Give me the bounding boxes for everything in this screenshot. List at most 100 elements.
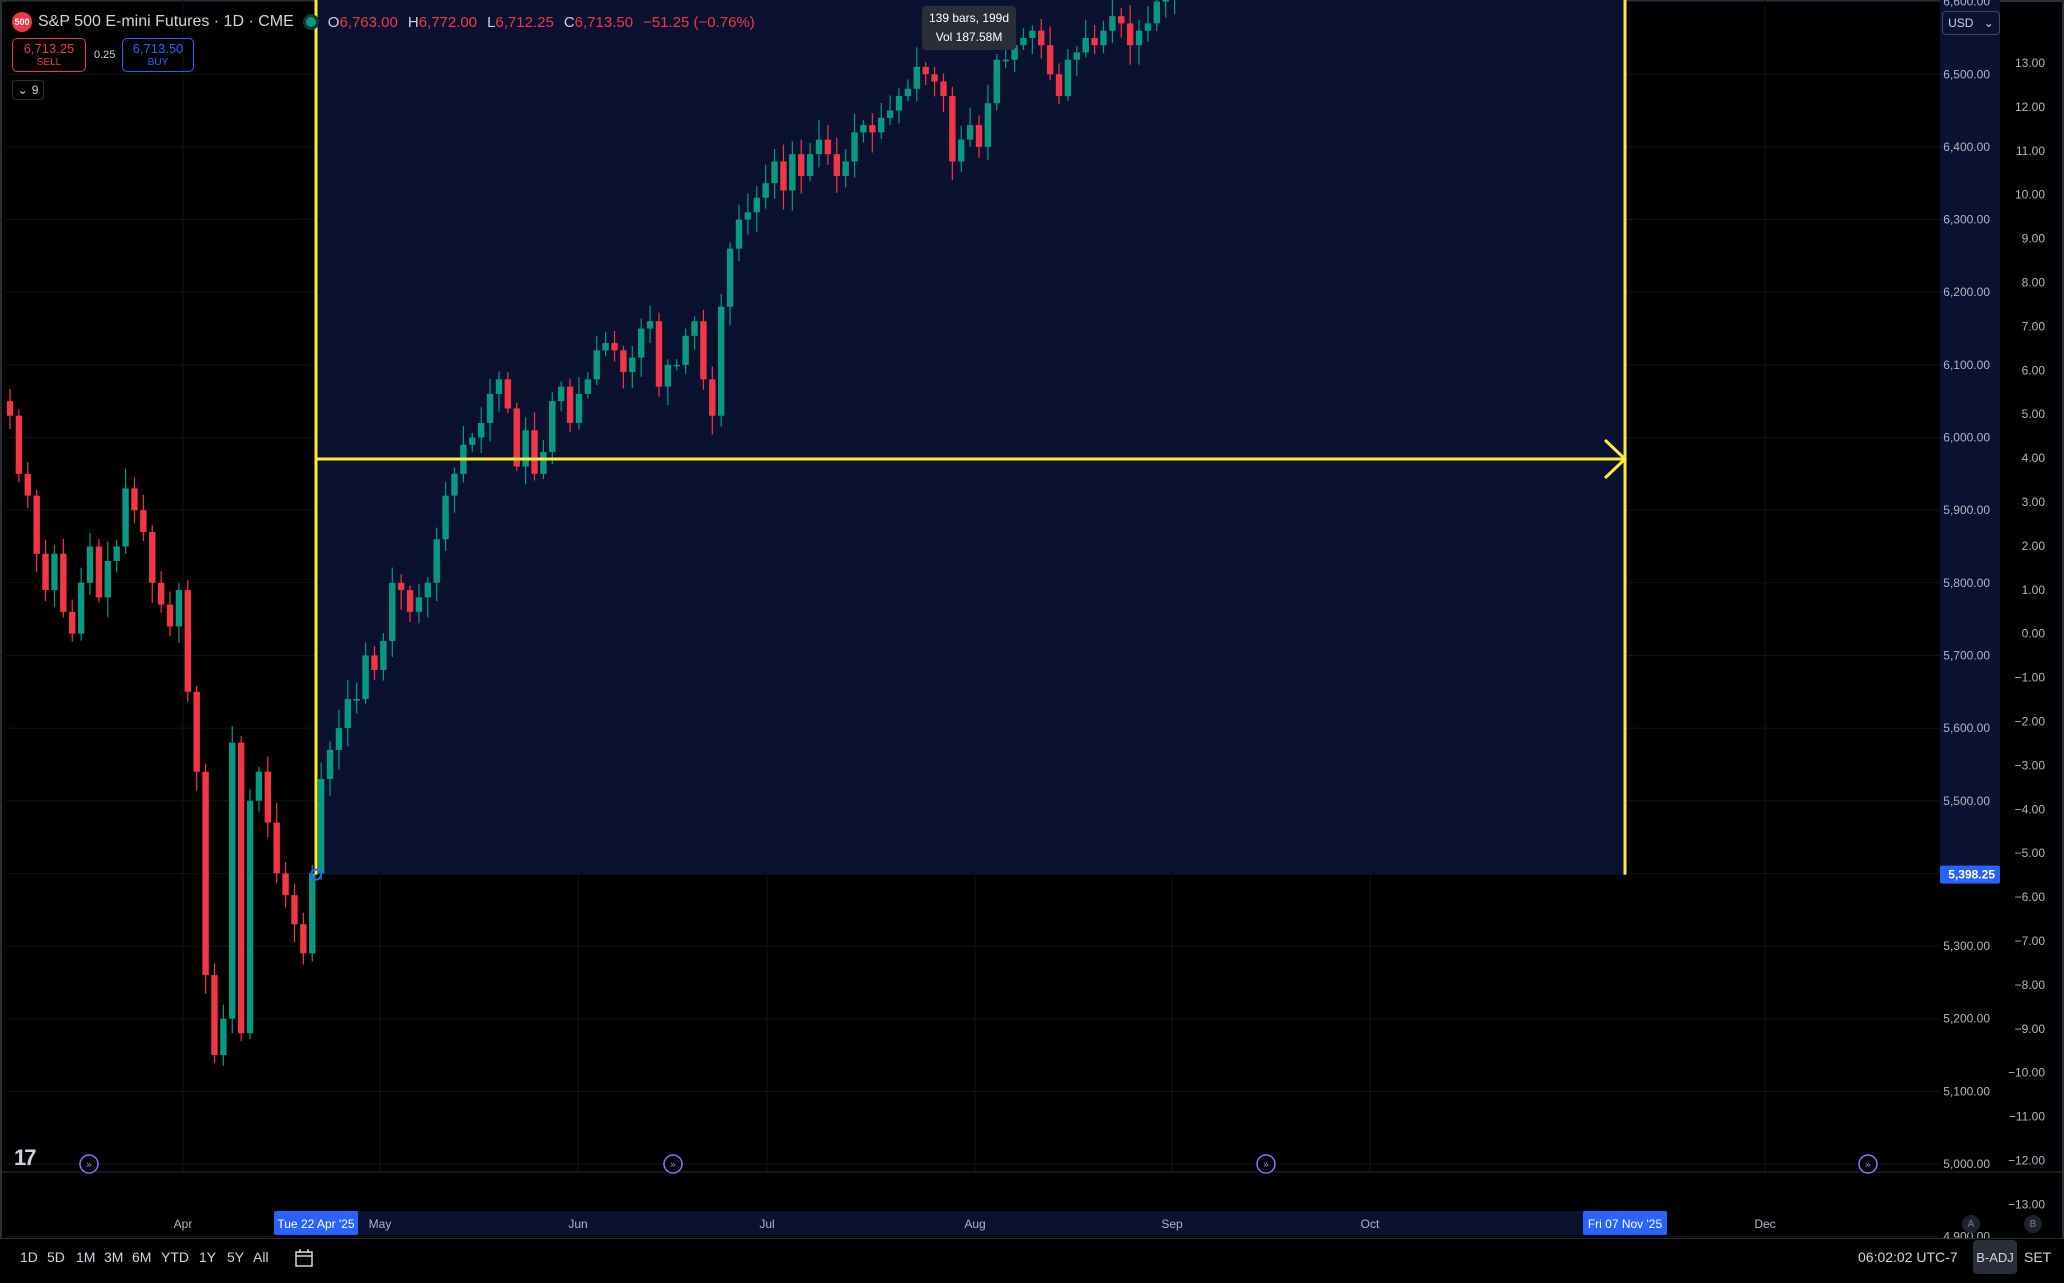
candle-body — [495, 379, 503, 394]
candle-body — [220, 1018, 227, 1056]
price-tick-label: 6,300.00 — [1943, 213, 1990, 227]
candle-body — [1100, 30, 1107, 46]
candle-body — [1144, 23, 1152, 31]
candle-body — [15, 415, 23, 474]
range-5y[interactable]: 5Y — [227, 1249, 245, 1265]
candle-body — [202, 771, 209, 976]
candle-body — [397, 582, 405, 591]
candle-body — [886, 110, 894, 118]
event-marker-icon — [79, 1154, 99, 1174]
range-ytd[interactable]: YTD — [161, 1249, 189, 1265]
range-1y[interactable]: 1Y — [199, 1249, 217, 1265]
candle-body — [433, 539, 440, 583]
percent-tick-label: 8.00 — [2022, 276, 2046, 290]
back-adjust-button[interactable]: B-ADJ — [1973, 1240, 2017, 1274]
percent-tick-label: −13.00 — [2008, 1197, 2045, 1211]
sell-button[interactable]: 6,713.25 SELL — [12, 38, 86, 72]
candle-body — [86, 546, 94, 583]
month-label: Sep — [1161, 1217, 1183, 1231]
price-change: −51.25 (−0.76%) — [643, 13, 755, 31]
timezone-clock[interactable]: 06:02:02 UTC-7 — [1858, 1249, 1958, 1265]
event-marker-icon — [1256, 1154, 1276, 1174]
candle-body — [362, 655, 369, 700]
event-marker-glyph: » — [1865, 1158, 1872, 1171]
candle-body — [335, 728, 343, 750]
price-tick-label: 5,100.00 — [1943, 1084, 1990, 1098]
candle-body — [771, 161, 778, 184]
buy-button[interactable]: 6,713.50 BUY — [122, 38, 194, 72]
scale-b-button[interactable]: B — [2024, 1215, 2042, 1233]
measure-tooltip: 139 bars, 199d Vol 187.58M — [922, 6, 1016, 50]
calendar-icon[interactable] — [294, 1248, 314, 1268]
candle-body — [798, 154, 805, 176]
month-label: Oct — [1361, 1217, 1380, 1231]
tradingview-logo[interactable]: 17 — [14, 1145, 37, 1170]
candle-body — [824, 139, 832, 155]
percent-tick-label: −9.00 — [2015, 1022, 2046, 1036]
price-tick-label: 6,200.00 — [1943, 285, 1990, 299]
candle-body — [762, 183, 769, 198]
candle-body — [1002, 59, 1009, 62]
ohlc-low: L6,712.25 — [487, 13, 554, 31]
currency-select[interactable]: USD ⌄ — [1942, 11, 2000, 35]
range-1m[interactable]: 1M — [76, 1249, 96, 1265]
percent-tick-label: 5.00 — [2022, 407, 2046, 421]
candle-body — [922, 66, 929, 75]
buy-price: 6,713.50 — [132, 41, 184, 56]
price-tick-label: 6,000.00 — [1943, 431, 1990, 445]
range-all[interactable]: All — [253, 1249, 269, 1265]
percent-tick-label: 2.00 — [2022, 539, 2046, 553]
month-label: Dec — [1754, 1217, 1775, 1231]
candle-body — [842, 161, 849, 176]
range-1d[interactable]: 1D — [20, 1249, 38, 1265]
candle-body — [637, 328, 645, 358]
measure-bars-days: 139 bars, 199d — [928, 11, 1010, 25]
scale-auto-button[interactable]: A — [1962, 1215, 1980, 1233]
percent-tick-label: −11.00 — [2009, 1110, 2045, 1124]
range-6m[interactable]: 6M — [132, 1249, 152, 1265]
candle-body — [904, 88, 912, 97]
candle-body — [718, 306, 725, 416]
candle-body — [1082, 37, 1089, 53]
symbol-title[interactable]: S&P 500 E-mini Futures · 1D · CME — [38, 13, 294, 30]
percent-tick-label: 10.00 — [2015, 188, 2045, 202]
event-marker-glyph: » — [670, 1158, 677, 1171]
candle-body — [113, 546, 120, 562]
range-5d[interactable]: 5D — [47, 1249, 65, 1265]
candle-body — [6, 401, 14, 416]
candle-body — [620, 350, 627, 373]
candle-body — [513, 408, 520, 467]
percent-tick-label: 1.00 — [2022, 583, 2046, 597]
symbol-badge[interactable]: 500 — [12, 12, 32, 32]
month-label: Jul — [759, 1217, 774, 1231]
candle-body — [780, 161, 787, 191]
buy-label: BUY — [147, 57, 169, 68]
candle-body — [940, 81, 947, 97]
price-tick-label: 6,100.00 — [1943, 358, 1990, 372]
price-tick-label: 5,300.00 — [1943, 939, 1990, 953]
month-label: Aug — [964, 1217, 985, 1231]
candle-body — [486, 393, 494, 423]
candle-body — [184, 590, 192, 692]
candle-body — [975, 125, 983, 147]
candle-body — [869, 125, 876, 133]
candle-body — [913, 66, 920, 89]
candle-body — [815, 139, 823, 155]
candle-body — [602, 343, 609, 351]
range-3m[interactable]: 3M — [104, 1249, 124, 1265]
event-marker-icon — [1858, 1154, 1878, 1174]
session-button[interactable]: SET — [2024, 1249, 2052, 1265]
candle-body — [540, 452, 547, 474]
indicators-toggle[interactable]: ⌄ 9 — [12, 80, 44, 100]
month-label: Jun — [568, 1217, 587, 1231]
candle-body — [353, 699, 360, 701]
time-label-start-bg — [274, 1211, 358, 1235]
candle-body — [415, 597, 423, 612]
candle-body — [966, 125, 974, 140]
candle-body — [424, 582, 432, 598]
candle-body — [1118, 16, 1125, 24]
candle-body — [237, 742, 245, 1034]
candle-body — [255, 771, 263, 801]
candle-body — [522, 430, 529, 467]
